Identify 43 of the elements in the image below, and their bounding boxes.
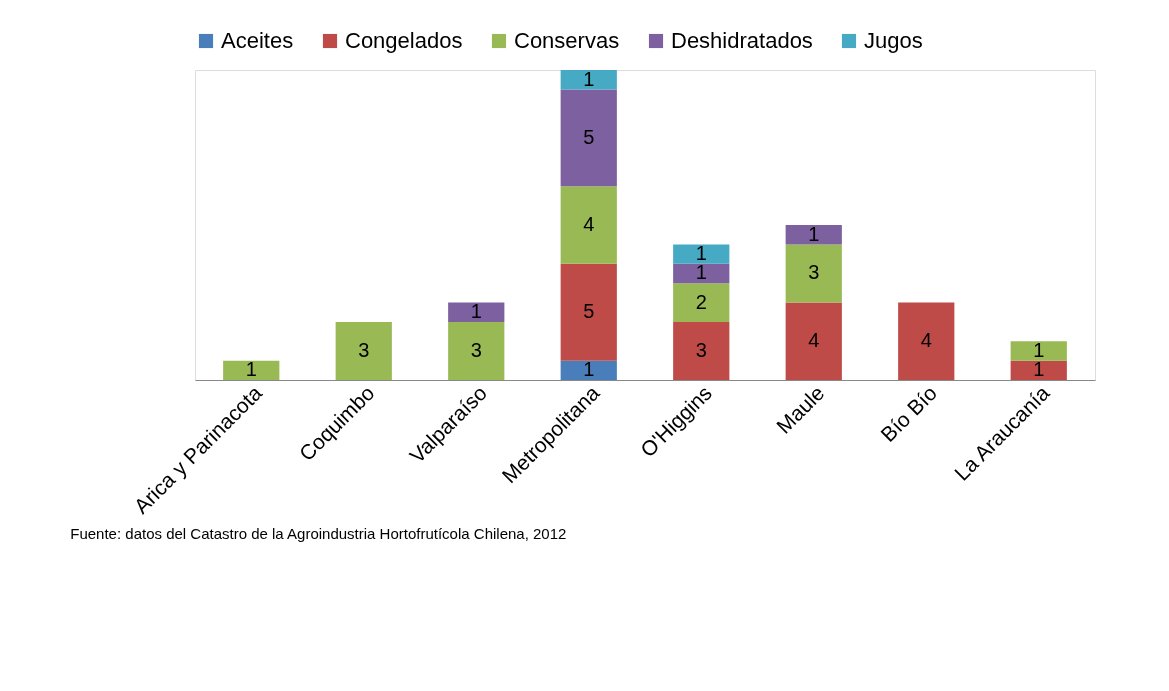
data-label: 5 <box>583 125 595 148</box>
legend-label: Congelados <box>345 28 463 53</box>
bar <box>898 302 955 380</box>
bar <box>335 321 392 380</box>
data-label: 1 <box>470 300 482 323</box>
data-label: 1 <box>583 67 595 90</box>
bar <box>560 186 617 264</box>
data-label: 4 <box>808 329 820 352</box>
data-label: 1 <box>808 222 820 245</box>
bar <box>1010 341 1067 361</box>
legend-label: Deshidratados <box>671 28 813 53</box>
bar <box>448 321 505 380</box>
data-label: 3 <box>358 338 370 361</box>
bar <box>560 360 617 380</box>
bar <box>560 263 617 361</box>
data-label: 1 <box>245 358 257 381</box>
bar <box>1010 360 1067 380</box>
bar <box>785 302 842 380</box>
bar <box>560 89 617 187</box>
bar <box>223 360 280 380</box>
bar <box>448 302 505 322</box>
bar <box>785 244 842 303</box>
data-label: 3 <box>695 338 707 361</box>
data-label: 1 <box>1033 358 1045 381</box>
bar <box>673 263 730 284</box>
data-label: 5 <box>583 300 595 323</box>
data-label: 1 <box>583 358 595 381</box>
data-label: 3 <box>470 338 482 361</box>
data-label: 3 <box>808 261 820 284</box>
data-label: 4 <box>583 213 595 235</box>
data-label: 2 <box>695 290 707 313</box>
bar <box>673 321 730 380</box>
bar <box>785 225 842 245</box>
data-label: 1 <box>1033 338 1045 361</box>
x-tick-label: Bío Bío <box>876 381 942 447</box>
bar <box>673 244 730 264</box>
bar <box>673 283 730 322</box>
legend-label: Aceites <box>221 28 294 53</box>
legend-label: Jugos <box>864 28 923 53</box>
data-label: 4 <box>920 329 932 352</box>
bar <box>560 70 617 90</box>
legend-label: Conservas <box>514 28 620 53</box>
source-note: Fuente: datos del Catastro de la Agroindustria Hortofrutícola Chilena, 2012 <box>70 525 567 543</box>
